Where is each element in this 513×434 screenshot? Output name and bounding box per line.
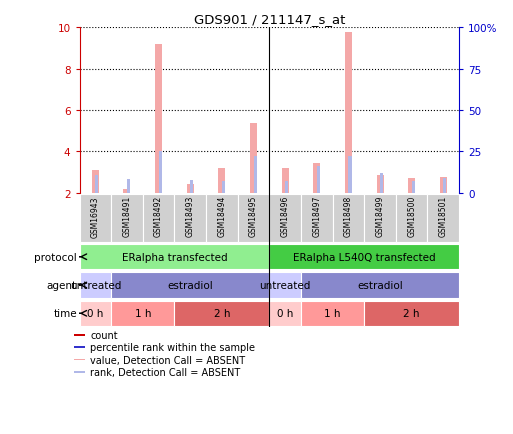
- Bar: [269, 194, 301, 242]
- Text: count: count: [90, 330, 118, 340]
- Bar: [74, 346, 86, 348]
- Bar: [92, 171, 99, 193]
- Bar: [155, 45, 162, 193]
- Bar: [345, 33, 352, 193]
- Bar: [143, 194, 174, 242]
- Bar: [127, 180, 130, 193]
- Bar: [111, 194, 143, 242]
- Bar: [111, 273, 269, 298]
- Text: GSM18501: GSM18501: [439, 196, 448, 237]
- Bar: [364, 301, 459, 326]
- Text: ERalpha transfected: ERalpha transfected: [122, 252, 227, 262]
- Text: rank, Detection Call = ABSENT: rank, Detection Call = ABSENT: [90, 367, 241, 377]
- Bar: [377, 176, 384, 193]
- Text: GSM18495: GSM18495: [249, 196, 258, 237]
- Bar: [250, 124, 257, 193]
- Text: 1 h: 1 h: [324, 309, 341, 319]
- Bar: [348, 157, 351, 193]
- Text: GSM18499: GSM18499: [376, 196, 385, 237]
- Bar: [124, 190, 130, 193]
- Bar: [190, 181, 193, 193]
- Bar: [80, 273, 111, 298]
- Title: GDS901 / 211147_s_at: GDS901 / 211147_s_at: [193, 13, 345, 26]
- Text: GSM16943: GSM16943: [91, 196, 100, 237]
- Bar: [411, 182, 415, 193]
- Bar: [206, 194, 238, 242]
- Text: 2 h: 2 h: [403, 309, 420, 319]
- Text: GSM18492: GSM18492: [154, 196, 163, 237]
- Bar: [159, 152, 162, 193]
- Bar: [301, 194, 332, 242]
- Text: ERalpha L540Q transfected: ERalpha L540Q transfected: [293, 252, 436, 262]
- Text: GSM18497: GSM18497: [312, 196, 321, 237]
- Bar: [301, 301, 364, 326]
- Bar: [313, 163, 320, 193]
- Bar: [111, 301, 174, 326]
- Bar: [74, 359, 86, 361]
- Bar: [380, 174, 383, 193]
- Bar: [269, 244, 459, 270]
- Text: agent: agent: [47, 280, 77, 290]
- Bar: [317, 166, 320, 193]
- Text: GSM18491: GSM18491: [123, 196, 131, 237]
- Text: 1 h: 1 h: [134, 309, 151, 319]
- Bar: [301, 273, 459, 298]
- Text: estradiol: estradiol: [167, 280, 213, 290]
- Bar: [285, 182, 288, 193]
- Text: 0 h: 0 h: [87, 309, 104, 319]
- Bar: [269, 273, 301, 298]
- Bar: [174, 301, 269, 326]
- Bar: [74, 334, 86, 336]
- Bar: [408, 179, 415, 193]
- Text: GSM18500: GSM18500: [407, 196, 416, 237]
- Bar: [187, 185, 194, 193]
- Text: GSM18496: GSM18496: [281, 196, 290, 237]
- Bar: [440, 178, 447, 193]
- Bar: [443, 179, 446, 193]
- Text: GSM18498: GSM18498: [344, 196, 353, 237]
- Bar: [332, 194, 364, 242]
- Bar: [174, 194, 206, 242]
- Bar: [80, 244, 269, 270]
- Bar: [80, 194, 111, 242]
- Bar: [222, 182, 225, 193]
- Bar: [427, 194, 459, 242]
- Bar: [95, 176, 98, 193]
- Text: 2 h: 2 h: [213, 309, 230, 319]
- Bar: [282, 168, 289, 193]
- Text: 0 h: 0 h: [277, 309, 293, 319]
- Text: untreated: untreated: [260, 280, 311, 290]
- Bar: [238, 194, 269, 242]
- Text: GSM18493: GSM18493: [186, 196, 195, 237]
- Bar: [74, 372, 86, 373]
- Bar: [253, 157, 256, 193]
- Bar: [364, 194, 396, 242]
- Text: time: time: [53, 309, 77, 319]
- Text: untreated: untreated: [70, 280, 121, 290]
- Text: protocol: protocol: [34, 252, 77, 262]
- Text: value, Detection Call = ABSENT: value, Detection Call = ABSENT: [90, 355, 245, 365]
- Text: GSM18494: GSM18494: [218, 196, 226, 237]
- Bar: [219, 168, 225, 193]
- Bar: [396, 194, 427, 242]
- Bar: [269, 301, 301, 326]
- Bar: [80, 301, 111, 326]
- Text: estradiol: estradiol: [357, 280, 403, 290]
- Text: percentile rank within the sample: percentile rank within the sample: [90, 342, 255, 352]
